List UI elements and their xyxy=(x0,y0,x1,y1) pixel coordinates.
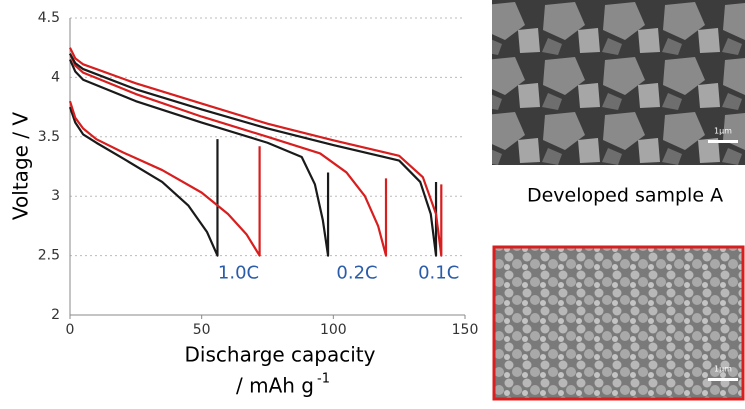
x-axis-unit-superscript: -1 xyxy=(317,372,330,387)
x-tick-label: 50 xyxy=(193,322,211,338)
scale-bar xyxy=(708,140,738,143)
x-tick-label: 100 xyxy=(320,322,347,338)
x-axis-label: Discharge capacity xyxy=(185,343,376,367)
rate-label: 1.0C xyxy=(218,263,259,284)
y-tick-label: 3 xyxy=(51,188,60,204)
scale-bar xyxy=(708,378,738,381)
discharge-curve xyxy=(70,54,436,256)
y-tick-label: 2 xyxy=(51,307,60,323)
discharge-curve xyxy=(70,60,328,256)
scale-bar-label: 1µm xyxy=(714,365,732,374)
x-axis-unit: / mAh g xyxy=(236,374,314,398)
chart: Voltage / V Discharge capacity / mAh g -… xyxy=(0,0,745,405)
image-caption: Developed sample A xyxy=(527,185,723,207)
y-tick-label: 3.5 xyxy=(38,129,60,145)
rate-label: 0.2C xyxy=(336,263,377,284)
y-axis-label: Voltage / V xyxy=(9,112,33,220)
x-tick-label: 150 xyxy=(452,322,479,338)
y-tick-label: 2.5 xyxy=(38,248,60,264)
sem-image-reference xyxy=(492,0,745,165)
y-tick-label: 4 xyxy=(51,69,60,85)
rate-label: 0.1C xyxy=(418,263,459,284)
discharge-curve xyxy=(70,101,260,255)
sem-image-sample-a xyxy=(494,247,743,399)
scale-bar-label: 1µm xyxy=(714,127,732,136)
x-tick-label: 0 xyxy=(66,322,75,338)
discharge-curve xyxy=(70,107,217,256)
page: Voltage / V Discharge capacity / mAh g -… xyxy=(0,0,745,405)
y-tick-label: 4.5 xyxy=(38,10,60,26)
